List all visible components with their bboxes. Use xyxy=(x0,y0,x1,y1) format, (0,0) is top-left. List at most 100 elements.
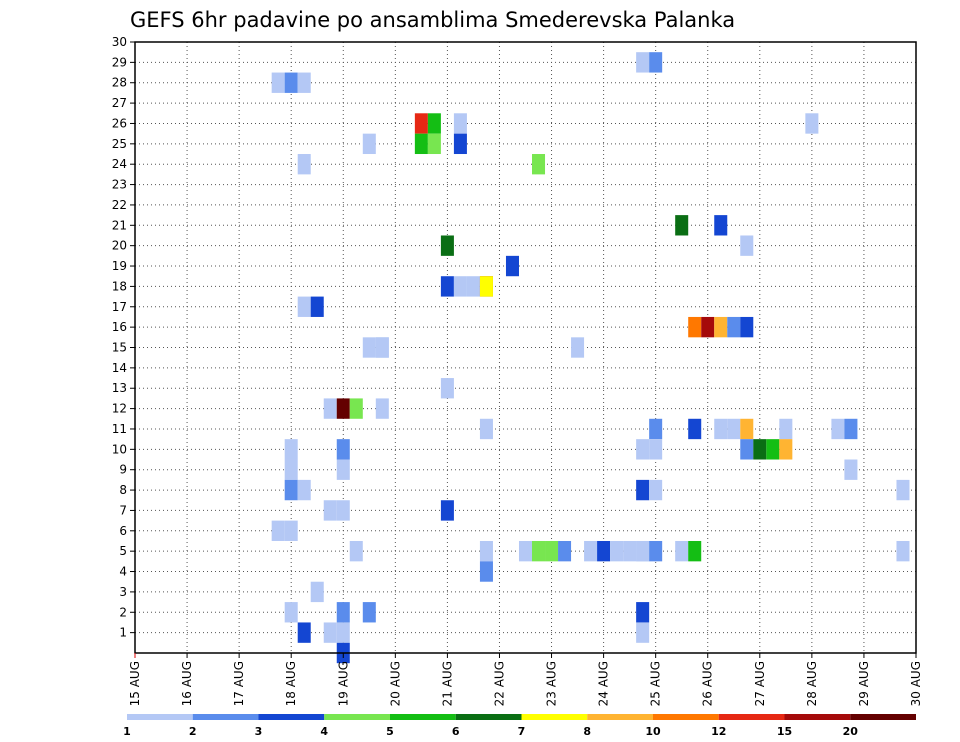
y-tick-label-23: 23 xyxy=(112,178,127,192)
y-axis: 1234567891011121314151617181920212223242… xyxy=(112,35,135,640)
cell-58 xyxy=(284,459,298,480)
cell-75 xyxy=(545,540,559,562)
legend-label-0: 1 xyxy=(123,725,131,738)
y-tick-label-27: 27 xyxy=(112,96,127,110)
cell-34 xyxy=(375,337,389,358)
x-tick-label-10: 25 AUG xyxy=(649,661,663,706)
y-tick-label-25: 25 xyxy=(112,137,127,151)
cell-65 xyxy=(896,479,910,501)
cell-54 xyxy=(740,439,754,460)
cell-3 xyxy=(636,52,650,73)
cell-51 xyxy=(336,439,350,460)
y-tick-label-28: 28 xyxy=(112,76,127,90)
cell-67 xyxy=(336,500,350,521)
y-tick-label-16: 16 xyxy=(112,320,127,334)
cell-26 xyxy=(310,296,324,317)
x-tick-label-9: 24 AUG xyxy=(597,661,611,706)
cell-49 xyxy=(844,418,858,440)
legend-label-6: 7 xyxy=(518,725,526,738)
cell-44 xyxy=(714,418,728,440)
y-tick-label-24: 24 xyxy=(112,157,127,171)
y-tick-label-1: 1 xyxy=(119,626,127,640)
cell-9 xyxy=(362,133,376,155)
y-tick-label-20: 20 xyxy=(112,239,127,253)
cell-1 xyxy=(284,72,298,93)
cell-55 xyxy=(753,439,767,460)
cell-13 xyxy=(297,154,311,175)
legend-swatch-3 xyxy=(324,714,390,720)
cell-57 xyxy=(779,439,793,460)
cell-38 xyxy=(336,398,350,419)
cell-87 xyxy=(479,561,493,582)
y-tick-label-4: 4 xyxy=(119,565,127,579)
y-tick-label-13: 13 xyxy=(112,381,127,395)
cell-2 xyxy=(297,72,311,93)
cell-80 xyxy=(623,540,637,562)
x-tick-label-2: 17 AUG xyxy=(232,661,246,706)
x-tick-label-3: 18 AUG xyxy=(284,661,298,706)
cell-63 xyxy=(636,479,650,501)
y-tick-label-30: 30 xyxy=(112,35,127,49)
cell-83 xyxy=(649,540,663,562)
cell-77 xyxy=(584,540,598,562)
cell-16 xyxy=(714,215,728,236)
x-tick-label-13: 28 AUG xyxy=(805,661,819,706)
cell-53 xyxy=(649,439,663,460)
cell-8 xyxy=(805,113,819,134)
cell-60 xyxy=(844,459,858,480)
cell-90 xyxy=(336,602,350,623)
cell-30 xyxy=(727,316,741,338)
chart-title: GEFS 6hr padavine po ansamblima Smederev… xyxy=(130,8,735,32)
cell-25 xyxy=(297,296,311,317)
cell-48 xyxy=(831,418,845,440)
legend-label-3: 4 xyxy=(320,725,328,738)
legend-label-1: 2 xyxy=(189,725,197,738)
y-tick-label-8: 8 xyxy=(119,483,127,497)
legend-swatch-5 xyxy=(455,714,522,720)
cell-91 xyxy=(362,602,376,623)
cell-93 xyxy=(297,622,311,643)
cell-24 xyxy=(479,276,493,297)
chart-cells xyxy=(271,52,910,664)
cell-61 xyxy=(284,479,298,501)
y-tick-label-10: 10 xyxy=(112,442,127,456)
cell-74 xyxy=(532,540,546,562)
cell-4 xyxy=(649,52,663,73)
cell-79 xyxy=(610,540,624,562)
y-tick-label-21: 21 xyxy=(112,218,127,232)
y-tick-label-11: 11 xyxy=(112,422,127,436)
legend-swatch-7 xyxy=(587,714,653,720)
cell-40 xyxy=(375,398,389,419)
y-tick-label-3: 3 xyxy=(119,585,127,599)
cell-21 xyxy=(453,276,467,297)
legend-swatch-11 xyxy=(850,714,916,720)
cell-72 xyxy=(479,540,493,562)
cell-59 xyxy=(336,459,350,480)
cell-12 xyxy=(453,133,467,155)
cell-56 xyxy=(766,439,780,460)
y-tick-label-5: 5 xyxy=(119,544,127,558)
cell-89 xyxy=(284,602,298,623)
y-tick-label-18: 18 xyxy=(112,279,127,293)
legend-swatch-8 xyxy=(653,714,719,720)
cell-43 xyxy=(688,418,702,440)
cell-69 xyxy=(271,520,285,541)
cell-0 xyxy=(271,72,285,93)
y-tick-label-17: 17 xyxy=(112,300,127,314)
cell-19 xyxy=(505,255,519,277)
legend-swatch-4 xyxy=(390,714,456,720)
y-tick-label-19: 19 xyxy=(112,259,127,273)
cell-76 xyxy=(558,540,572,562)
cell-14 xyxy=(532,154,546,175)
x-axis: 15 AUG 16 AUG 17 AUG 18 AUG 19 AUG 20 AUG 21 A… xyxy=(128,653,923,706)
cell-70 xyxy=(284,520,298,541)
y-tick-label-9: 9 xyxy=(119,463,127,477)
cell-6 xyxy=(427,113,441,134)
cell-37 xyxy=(323,398,337,419)
legend-swatch-6 xyxy=(521,714,588,720)
y-tick-label-26: 26 xyxy=(112,116,127,130)
legend-swatch-2 xyxy=(258,714,325,720)
legend-label-8: 10 xyxy=(645,725,661,738)
cell-88 xyxy=(310,581,324,603)
cell-22 xyxy=(466,276,480,297)
